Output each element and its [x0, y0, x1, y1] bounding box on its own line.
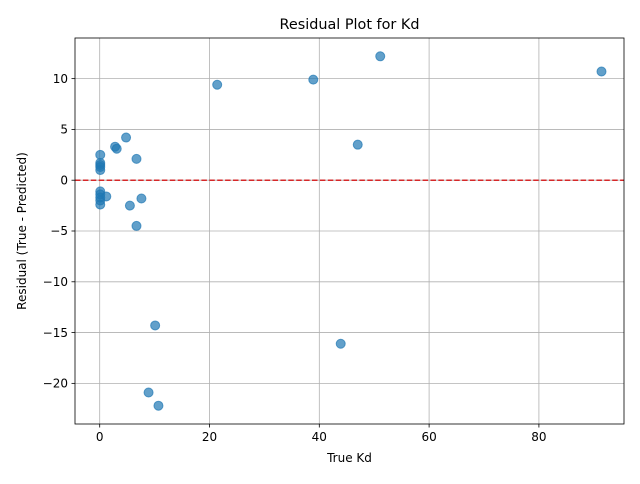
y-axis-label: Residual (True - Predicted) [15, 152, 29, 310]
data-point [101, 191, 112, 202]
data-point [136, 193, 147, 204]
y-tick-label: 5 [60, 123, 68, 137]
y-tick-label: −20 [43, 377, 68, 391]
y-axis-ticks: −20 −15 −10 −5 0 5 10 [43, 72, 75, 391]
data-point [375, 51, 386, 62]
data-point [143, 387, 154, 398]
data-point [111, 143, 122, 154]
grid [75, 38, 624, 424]
x-tick-label: 40 [312, 430, 327, 444]
y-tick-label: −15 [43, 326, 68, 340]
x-tick-label: 0 [96, 430, 104, 444]
chart-title: Residual Plot for Kd [280, 17, 420, 33]
data-point [131, 153, 142, 164]
data-points [95, 51, 607, 411]
data-point [124, 200, 135, 211]
x-tick-label: 80 [531, 430, 546, 444]
y-tick-label: 10 [53, 72, 68, 86]
data-point [212, 79, 223, 90]
data-point [335, 338, 346, 349]
data-point [95, 165, 106, 176]
data-point [352, 139, 363, 150]
y-tick-label: 0 [60, 173, 68, 187]
x-tick-label: 60 [421, 430, 436, 444]
data-point [596, 66, 607, 77]
x-axis-label: True Kd [326, 451, 372, 465]
data-point [150, 320, 161, 331]
y-tick-label: −10 [43, 275, 68, 289]
data-point [308, 74, 319, 85]
x-tick-label: 20 [202, 430, 217, 444]
x-axis-ticks: 0 20 40 60 80 [96, 424, 547, 444]
data-point [153, 400, 164, 411]
data-point [95, 199, 106, 210]
y-tick-label: −5 [50, 224, 68, 238]
data-point [121, 132, 132, 143]
data-point [131, 220, 142, 231]
